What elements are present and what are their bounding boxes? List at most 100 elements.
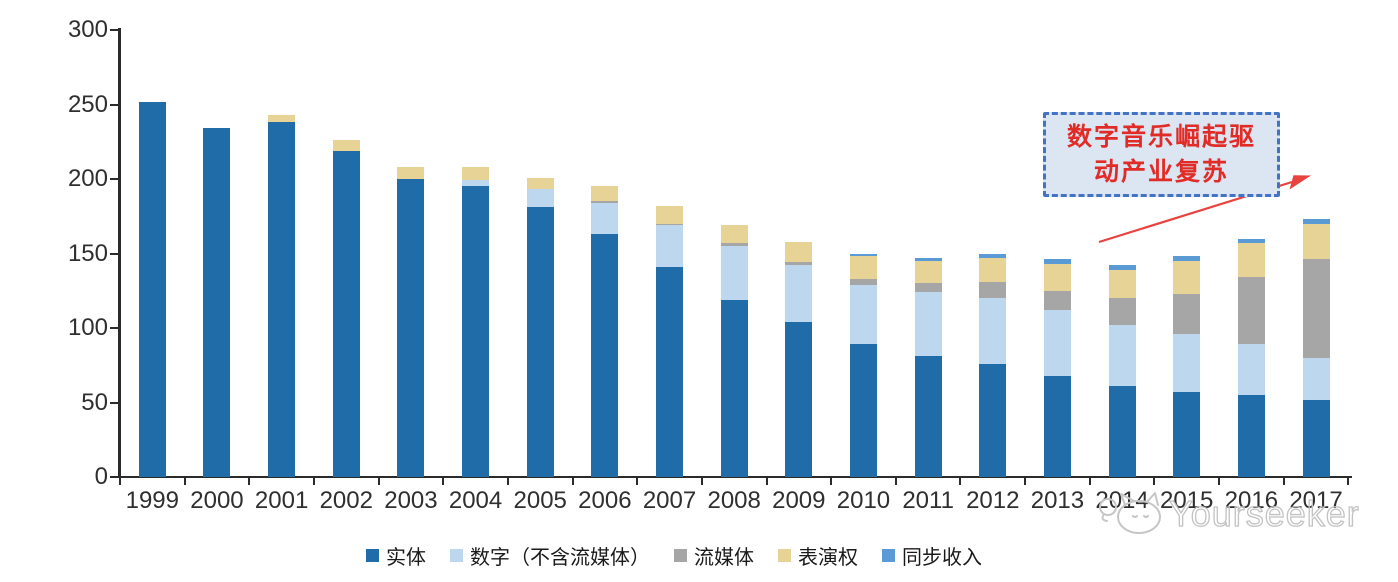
bar-segment-2002: [332, 150, 360, 477]
bar-segment-2001: [268, 114, 296, 123]
bar-segment-2002: [332, 140, 360, 151]
bar-segment-2016: [1237, 238, 1265, 244]
legend-swatch-icon: [366, 549, 379, 562]
x-axis-tick: [636, 477, 639, 485]
bar-segment-2012: [979, 257, 1007, 282]
x-axis-tick: [1347, 477, 1350, 485]
bar-segment-2003: [397, 179, 425, 477]
x-axis-label: 2008: [707, 487, 761, 514]
cat-logo-icon: [1099, 492, 1161, 534]
bar-segment-2016: [1237, 243, 1265, 278]
bar-segment-2003: [397, 167, 425, 179]
x-axis-label: 2007: [642, 487, 697, 514]
x-axis-label: 2009: [772, 487, 826, 514]
annotation-box: 数字音乐崛起驱 动产业复苏: [1043, 112, 1280, 197]
x-axis-tick: [377, 477, 380, 485]
bar-segment-2011: [914, 260, 942, 284]
x-axis-tick: [959, 477, 962, 485]
bar-segment-2013: [1043, 263, 1071, 291]
bar-segment-2011: [914, 257, 942, 261]
bar-segment-2010: [849, 253, 877, 257]
y-axis-tick: [110, 103, 119, 106]
x-axis-label: 1999: [125, 487, 179, 514]
x-axis-label: 2003: [384, 487, 438, 514]
bar-segment-2007: [656, 266, 684, 477]
y-axis-label: 0: [94, 463, 108, 490]
x-axis-label: 2017: [1289, 487, 1343, 514]
bar-segment-2012: [979, 363, 1007, 477]
bar-segment-2015: [1173, 392, 1201, 477]
y-axis-tick: [110, 178, 119, 180]
x-axis-label: 2001: [254, 487, 309, 514]
bar-segment-2012: [979, 298, 1007, 364]
y-axis-tick: [110, 401, 119, 404]
y-axis-label: 250: [67, 90, 108, 118]
y-axis-tick: [110, 476, 119, 478]
bar-segment-2014: [1108, 386, 1136, 477]
bar-segment-2008: [720, 225, 748, 244]
y-axis-label: 200: [67, 165, 108, 192]
bar-segment-2015: [1173, 293, 1201, 334]
bar-segment-2008: [720, 243, 748, 247]
bar-segment-2014: [1108, 298, 1136, 325]
legend-label: 流媒体: [694, 547, 754, 569]
bar-segment-2017: [1302, 259, 1330, 358]
legend-label: 同步收入: [902, 547, 982, 569]
watermark: Yourseeker: [1095, 490, 1360, 538]
y-axis-label: 100: [67, 314, 108, 341]
bar-segment-2011: [914, 292, 942, 357]
x-axis-tick: [1218, 477, 1221, 485]
bar-segment-2013: [1043, 310, 1071, 376]
bar-segment-2007: [656, 225, 684, 267]
x-axis-tick: [506, 477, 509, 485]
bar-segment-2017: [1302, 219, 1330, 224]
x-axis-tick: [571, 477, 574, 485]
x-axis-tick: [183, 477, 186, 485]
bar-segment-1999: [138, 101, 166, 477]
legend-swatch-icon: [778, 549, 791, 562]
bar-segment-2009: [785, 322, 813, 477]
bar-segment-2009: [785, 262, 813, 266]
bar-segment-2015: [1173, 260, 1201, 294]
x-axis-label: 2002: [319, 487, 373, 514]
bar-segment-2001: [268, 122, 296, 477]
bar-segment-2017: [1302, 357, 1330, 400]
annotation-text-line2: 动产业复苏: [1093, 158, 1229, 186]
legend-label: 表演权: [798, 547, 858, 569]
bar-segment-2013: [1043, 375, 1071, 477]
bar-segment-2006: [591, 201, 619, 203]
legend-item: 数字（不含流媒体）: [450, 541, 650, 570]
x-axis-label: 2011: [902, 487, 954, 514]
bar-segment-2005: [526, 177, 554, 190]
y-axis-label: 150: [67, 239, 108, 267]
legend-label: 数字（不含流媒体）: [470, 547, 650, 569]
y-axis-label: 300: [67, 16, 108, 43]
watermark-text: Yourseeker: [1168, 492, 1360, 534]
x-axis-tick: [700, 477, 703, 485]
x-axis-tick: [119, 477, 121, 485]
bar-segment-2007: [656, 205, 684, 224]
x-axis-label: 2006: [578, 487, 632, 514]
bar-segment-2009: [785, 265, 813, 323]
legend-item: 表演权: [778, 541, 858, 570]
bar-segment-2008: [720, 299, 748, 477]
x-axis-label: 2010: [836, 487, 891, 514]
bar-segment-2011: [914, 356, 942, 477]
x-axis-tick: [765, 477, 768, 485]
legend-item: 同步收入: [882, 541, 982, 570]
bar-segment-2017: [1302, 399, 1330, 477]
x-axis-label: 2012: [966, 487, 1020, 514]
bar-segment-2005: [526, 189, 554, 208]
bar-segment-2015: [1173, 333, 1201, 393]
x-axis-tick: [248, 477, 251, 485]
legend-item: 流媒体: [674, 541, 754, 570]
bar-segment-2016: [1237, 344, 1265, 396]
x-axis-tick: [1153, 477, 1156, 485]
legend-swatch-icon: [450, 549, 463, 562]
bar-segment-2006: [591, 234, 619, 477]
bar-segment-2011: [914, 283, 942, 293]
x-axis-label: 2015: [1160, 487, 1214, 514]
bar-segment-2012: [979, 281, 1007, 299]
x-axis-tick: [442, 477, 445, 485]
